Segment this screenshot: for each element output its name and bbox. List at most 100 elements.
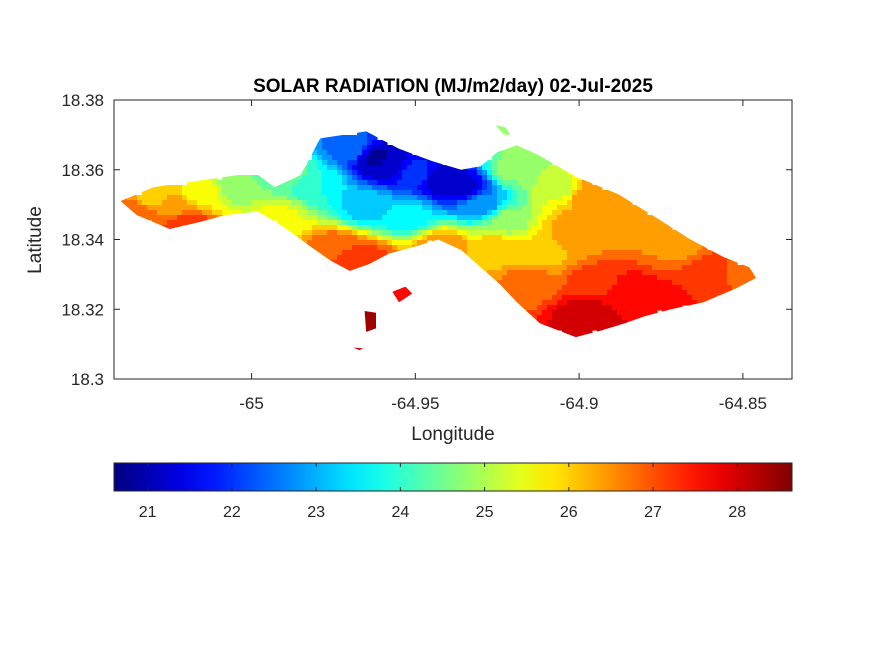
heatmap-cell [517,175,523,181]
heatmap-cell [432,220,438,226]
heatmap-cell [362,260,368,266]
heatmap-cell [647,305,653,311]
heatmap-cell [547,180,553,186]
heatmap-cell [577,300,583,306]
heatmap-cell [467,170,473,176]
heatmap-cell [477,205,483,211]
heatmap-cell [192,180,198,186]
heatmap-cell [597,260,603,266]
heatmap-cell [407,165,413,171]
heatmap-cell [512,180,518,186]
heatmap-cell [397,295,403,301]
heatmap-cell [122,200,128,206]
heatmap-cell [317,240,323,246]
heatmap-cell [492,230,498,236]
heatmap-cell [312,190,318,196]
heatmap-cell [597,315,603,321]
heatmap-cell [522,245,528,251]
heatmap-cell [432,200,438,206]
heatmap-cell [597,285,603,291]
heatmap-cell [362,240,368,246]
heatmap-cell [212,180,218,186]
heatmap-cell [647,250,653,256]
heatmap-cell [537,170,543,176]
heatmap-cell [192,190,198,196]
heatmap-cell [362,230,368,236]
heatmap-cell [632,300,638,306]
heatmap-cell [587,285,593,291]
heatmap-cell [492,200,498,206]
heatmap-cell [497,175,503,181]
heatmap-cell [492,160,498,166]
heatmap-cell [562,325,568,331]
heatmap-cell [617,255,623,261]
heatmap-cell [582,300,588,306]
heatmap-cell [362,310,368,316]
heatmap-cell [342,255,348,261]
heatmap-cell [557,170,563,176]
heatmap-cell [432,205,438,211]
heatmap-cell [162,215,168,221]
heatmap-cell [392,170,398,176]
heatmap-cell [372,185,378,191]
heatmap-cell [257,190,263,196]
heatmap-cell [517,260,523,266]
heatmap-cell [552,240,558,246]
heatmap-cell [522,180,528,186]
heatmap-cell [527,250,533,256]
heatmap-cell [567,200,573,206]
heatmap-cell [142,195,148,201]
heatmap-cell [542,305,548,311]
heatmap-cell [347,155,353,161]
heatmap-cell [672,235,678,241]
heatmap-cell [407,245,413,251]
heatmap-cell [312,205,318,211]
heatmap-cell [577,200,583,206]
heatmap-cell [237,195,243,201]
heatmap-cell [442,200,448,206]
heatmap-cell [252,175,258,181]
heatmap-cell [222,200,228,206]
heatmap-cell [657,275,663,281]
heatmap-cell [542,205,548,211]
heatmap-cell [152,200,158,206]
heatmap-cell [172,210,178,216]
heatmap-cell [582,180,588,186]
heatmap-cell [297,200,303,206]
heatmap-cell [582,275,588,281]
heatmap-cell [582,305,588,311]
heatmap-cell [597,275,603,281]
heatmap-cell [437,205,443,211]
heatmap-cell [612,230,618,236]
heatmap-cell [497,210,503,216]
heatmap-cell [187,220,193,226]
heatmap-cell [487,170,493,176]
heatmap-cell [597,320,603,326]
heatmap-cell [592,235,598,241]
heatmap-cell [357,145,363,151]
heatmap-cell [607,230,613,236]
heatmap-cell [482,175,488,181]
heatmap-cell [557,275,563,281]
heatmap-cell [497,245,503,251]
heatmap-cell [382,140,388,146]
heatmap-cell [672,290,678,296]
heatmap-cell [622,215,628,221]
heatmap-cell [667,280,673,286]
heatmap-cell [617,245,623,251]
heatmap-cell [557,325,563,331]
heatmap-cell [427,190,433,196]
heatmap-cell [367,155,373,161]
heatmap-cell [672,255,678,261]
heatmap-cell [542,280,548,286]
heatmap-cell [547,275,553,281]
heatmap-cell [437,220,443,226]
heatmap-cell [507,250,513,256]
heatmap-cell [502,235,508,241]
heatmap-cell [377,170,383,176]
heatmap-cell [627,285,633,291]
heatmap-cell [537,275,543,281]
heatmap-cell [472,205,478,211]
heatmap-cell [347,200,353,206]
heatmap-cell [342,225,348,231]
